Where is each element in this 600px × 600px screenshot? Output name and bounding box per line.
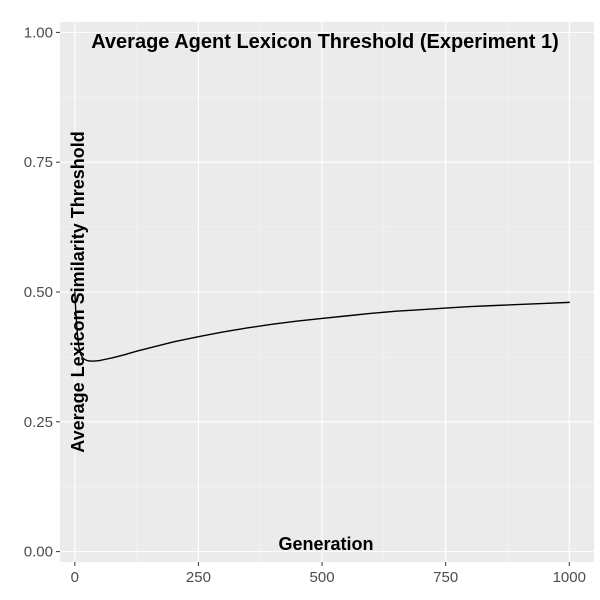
x-tick-label: 750 — [433, 569, 458, 586]
x-axis-title: Generation — [278, 534, 373, 554]
major-grid — [60, 22, 594, 562]
x-tick-label: 250 — [186, 569, 211, 586]
chart-title: Average Agent Lexicon Threshold (Experim… — [91, 31, 559, 53]
y-tick-label: 0.25 — [24, 414, 53, 431]
x-tick-label: 1000 — [553, 569, 586, 586]
y-tick-label: 1.00 — [24, 24, 53, 41]
y-tick-label: 0.50 — [24, 284, 53, 301]
x-tick-label: 500 — [310, 569, 335, 586]
y-tick-label: 0.75 — [24, 154, 53, 171]
y-tick-label: 0.00 — [24, 544, 53, 561]
series-layer — [74, 291, 570, 362]
y-axis-title: Average Lexicon Similarity Threshold — [68, 131, 88, 452]
y-axis: 0.00 0.25 0.50 0.75 1.00 — [24, 24, 60, 561]
series-line-0 — [74, 291, 570, 362]
x-axis: 0 250 500 750 1000 — [71, 562, 586, 586]
x-tick-label: 0 — [71, 569, 79, 586]
